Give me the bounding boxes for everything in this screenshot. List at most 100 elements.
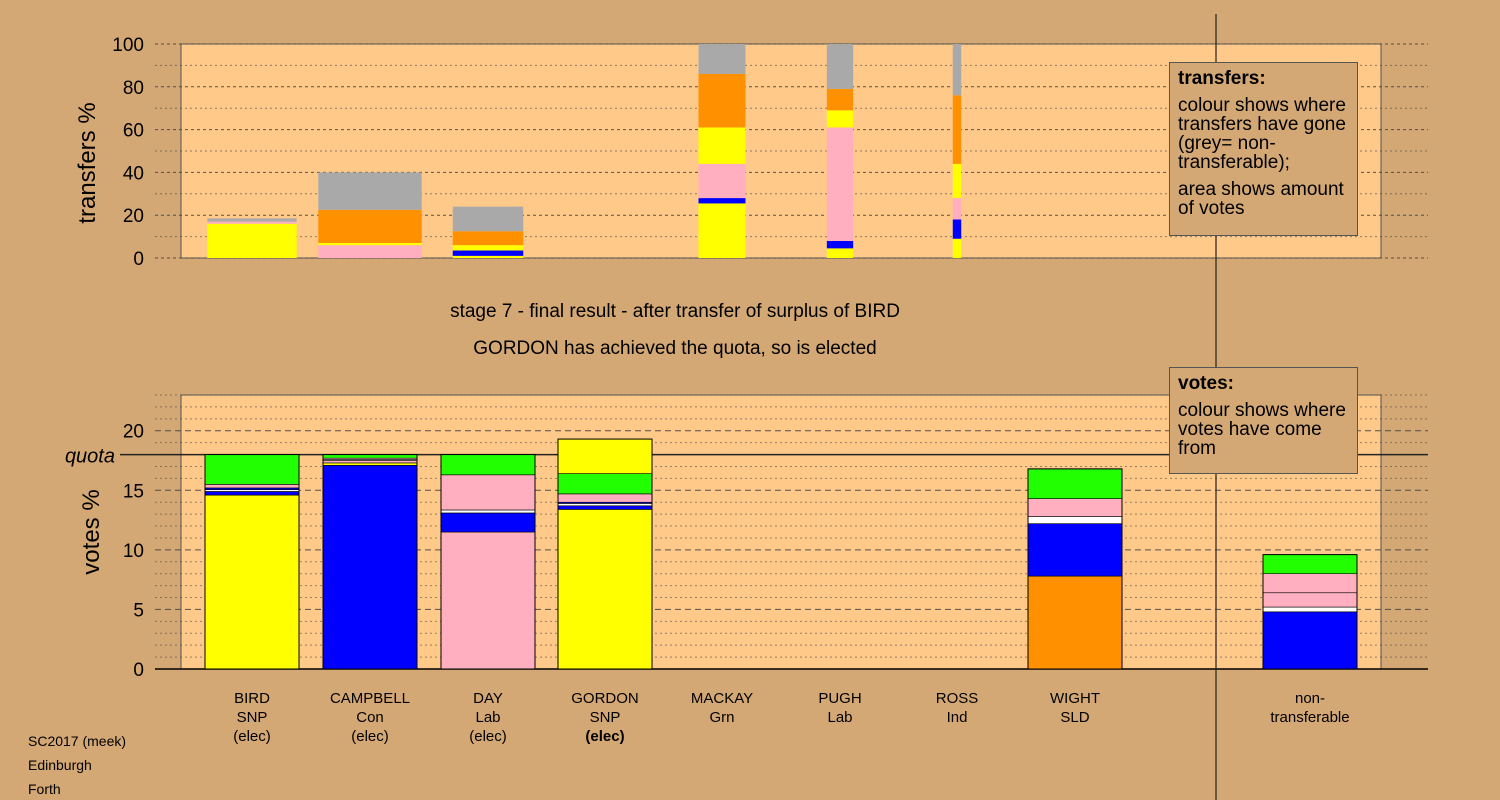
quota-label: quota	[65, 446, 115, 468]
vote-segment-day	[440, 531, 536, 670]
transfers-y-tick-label: 60	[123, 121, 144, 142]
vote-segment-gordon	[557, 509, 653, 670]
vote-segment-wight	[1027, 575, 1123, 670]
non-transferable-label-line2: transferable	[1270, 709, 1349, 726]
transfer-segment-pugh	[826, 240, 854, 249]
vote-segment-bird	[204, 491, 300, 496]
transfer-segment-bird	[207, 221, 297, 224]
stage-caption: stage 7 - final result - after transfer …	[450, 301, 900, 322]
transfers-y-tick-label: 40	[123, 163, 144, 184]
transfer-segment-pugh	[826, 248, 854, 258]
vote-segment-bird	[204, 454, 300, 485]
meta-ward: Forth	[28, 781, 61, 797]
candidate-name-pugh: PUGH	[818, 690, 861, 707]
candidate-name-wight: WIGHT	[1050, 690, 1100, 707]
vote-segment-bird	[204, 494, 300, 670]
candidate-party-bird: SNP	[237, 709, 268, 726]
transfer-segment-campbell	[318, 245, 422, 258]
vote-segment-non-transferable	[1262, 573, 1358, 594]
vote-segment-gordon	[557, 493, 653, 503]
vote-segment-gordon	[557, 505, 653, 510]
transfer-segment-ross	[952, 44, 962, 96]
vote-segment-non-transferable	[1262, 592, 1358, 608]
vote-bar-outline-day	[440, 454, 536, 670]
candidate-status-gordon: (elec)	[585, 728, 624, 745]
transfer-segment-pugh	[826, 44, 854, 89]
votes-y-tick-label: 5	[133, 600, 144, 621]
elected-caption: GORDON has achieved the quota, so is ele…	[473, 338, 877, 359]
vote-segment-non-transferable	[1262, 554, 1358, 574]
vote-segment-campbell	[322, 460, 418, 464]
candidate-party-pugh: Lab	[827, 709, 852, 726]
transfer-segment-ross	[952, 95, 962, 164]
votes-y-tick-label: 10	[123, 541, 144, 562]
transfer-segment-ross	[952, 163, 962, 199]
candidate-party-campbell: Con	[356, 709, 384, 726]
votes-legend-title: votes:	[1178, 373, 1234, 394]
transfer-segment-campbell	[318, 172, 422, 210]
vote-segment-day	[440, 512, 536, 533]
transfers-y-axis-label: transfers %	[74, 102, 101, 223]
vote-segment-day	[440, 509, 536, 514]
vote-segment-campbell	[322, 464, 418, 670]
transfer-segment-mackay	[698, 73, 746, 128]
transfer-segment-mackay	[698, 44, 746, 74]
candidate-party-mackay: Grn	[709, 709, 734, 726]
transfer-segment-day	[452, 245, 524, 251]
candidate-status-campbell: (elec)	[351, 728, 389, 745]
transfers-legend-text-area: area shows amount of votes	[1178, 179, 1344, 219]
transfer-segment-ross	[952, 219, 962, 239]
transfer-segment-day	[452, 250, 524, 256]
vote-segment-non-transferable	[1262, 611, 1358, 670]
vote-segment-gordon	[557, 438, 653, 474]
transfer-segment-bird	[207, 218, 297, 222]
candidate-status-day: (elec)	[469, 728, 507, 745]
candidate-party-day: Lab	[475, 709, 500, 726]
candidate-name-day: DAY	[473, 690, 503, 707]
vote-bar-outline-gordon	[557, 438, 653, 670]
transfers-legend-text-colour: colour shows where transfers have gone (…	[1178, 95, 1346, 173]
votes-legend-text: colour shows where votes have come from	[1178, 400, 1346, 459]
vote-segment-wight	[1027, 516, 1123, 524]
candidate-name-gordon: GORDON	[571, 690, 639, 707]
transfer-segment-mackay	[698, 127, 746, 164]
transfer-segment-day	[452, 255, 524, 258]
candidate-status-bird: (elec)	[233, 728, 271, 745]
non-transferable-label-line1: non-	[1295, 690, 1325, 707]
candidate-party-ross: Ind	[947, 709, 968, 726]
transfer-segment-mackay	[698, 198, 746, 204]
vote-bar-outline-bird	[204, 454, 300, 670]
votes-legend: votes: colour shows where votes have com…	[1169, 367, 1358, 474]
transfer-segment-mackay	[698, 163, 746, 199]
vote-segment-wight	[1027, 498, 1123, 517]
transfers-legend: transfers: colour shows where transfers …	[1169, 62, 1358, 236]
transfers-legend-title: transfers:	[1178, 68, 1266, 89]
transfer-segment-ross	[952, 198, 962, 220]
transfer-segment-ross	[952, 238, 962, 258]
candidate-party-gordon: SNP	[590, 709, 621, 726]
transfer-segment-bird	[207, 223, 297, 258]
meta-council: Edinburgh	[28, 757, 92, 773]
vote-segment-day	[440, 474, 536, 511]
candidate-party-wight: SLD	[1060, 709, 1089, 726]
vote-segment-campbell	[322, 454, 418, 459]
votes-y-tick-label: 20	[123, 422, 144, 443]
meta-method: SC2017 (meek)	[28, 733, 127, 749]
candidate-name-mackay: MACKAY	[691, 690, 753, 707]
transfer-segment-pugh	[826, 127, 854, 241]
candidate-name-ross: ROSS	[936, 690, 979, 707]
vote-segment-gordon	[557, 473, 653, 495]
transfer-segment-day	[452, 206, 524, 232]
transfer-segment-pugh	[826, 88, 854, 111]
transfers-y-tick-label: 0	[133, 249, 144, 270]
vote-bar-outline-campbell	[322, 454, 418, 670]
candidate-name-bird: BIRD	[234, 690, 270, 707]
transfers-y-tick-label: 100	[112, 35, 144, 56]
votes-y-tick-label: 15	[123, 481, 144, 502]
transfers-y-tick-label: 20	[123, 206, 144, 227]
transfer-segment-pugh	[826, 110, 854, 128]
transfer-segment-mackay	[698, 203, 746, 258]
vote-bar-outline-non-transferable	[1262, 554, 1358, 670]
votes-y-axis-label: votes %	[78, 489, 105, 574]
